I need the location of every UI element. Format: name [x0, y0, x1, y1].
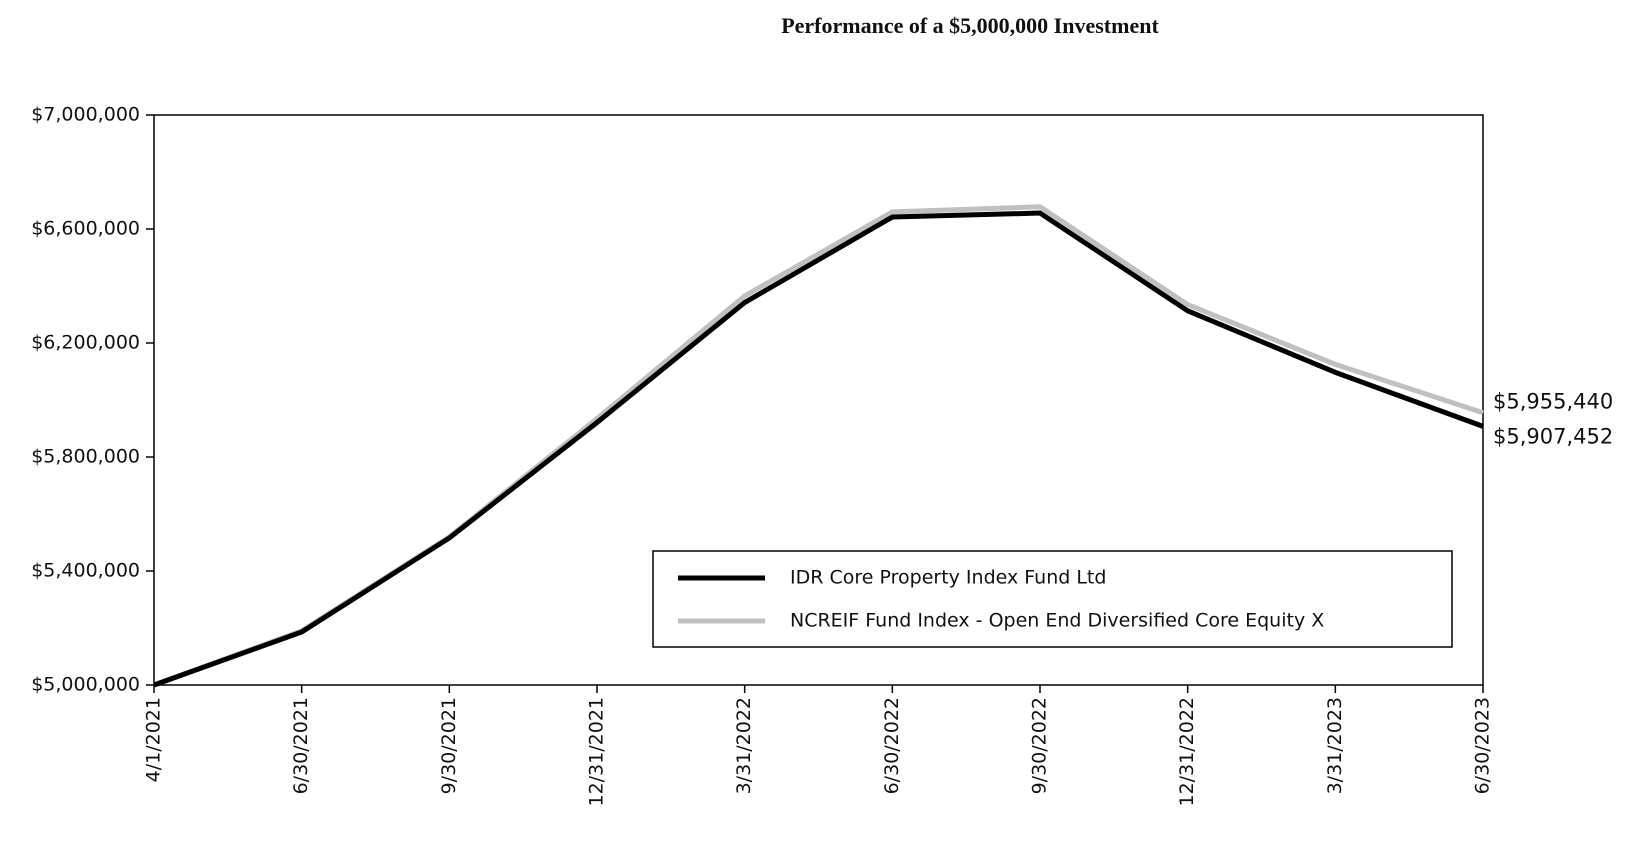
x-tick-label: 12/31/2022 — [1176, 697, 1198, 807]
y-tick-label: $7,000,000 — [31, 104, 140, 126]
x-tick-label: 12/31/2021 — [586, 697, 608, 807]
y-tick-label: $5,400,000 — [31, 560, 140, 582]
x-tick-label: 9/30/2021 — [438, 697, 460, 794]
value-label: $5,955,440 — [1493, 390, 1613, 414]
x-tick-label: 4/1/2021 — [143, 697, 165, 782]
y-tick-label: $6,200,000 — [31, 332, 140, 354]
legend-box — [652, 550, 1453, 648]
series-line — [153, 210, 1484, 688]
plot-frame — [153, 114, 1484, 686]
x-tick-label: 9/30/2022 — [1029, 697, 1051, 794]
x-tick-label: 6/30/2021 — [290, 697, 312, 794]
legend-label: NCREIF Fund Index - Open End Diversified… — [790, 610, 1324, 632]
x-tick-label: 6/30/2023 — [1472, 697, 1494, 794]
value-label: $5,907,452 — [1493, 424, 1613, 448]
y-tick-label: $6,600,000 — [31, 218, 140, 240]
chart-title: Performance of a $5,000,000 Investment — [781, 13, 1159, 38]
x-tick-label: 6/30/2022 — [881, 697, 903, 794]
y-tick-label: $5,800,000 — [31, 446, 140, 468]
legend-label: IDR Core Property Index Fund Ltd — [790, 567, 1106, 589]
x-tick-label: 3/31/2022 — [733, 697, 755, 794]
y-tick-label: $5,000,000 — [31, 674, 140, 696]
x-tick-label: 3/31/2023 — [1324, 697, 1346, 794]
